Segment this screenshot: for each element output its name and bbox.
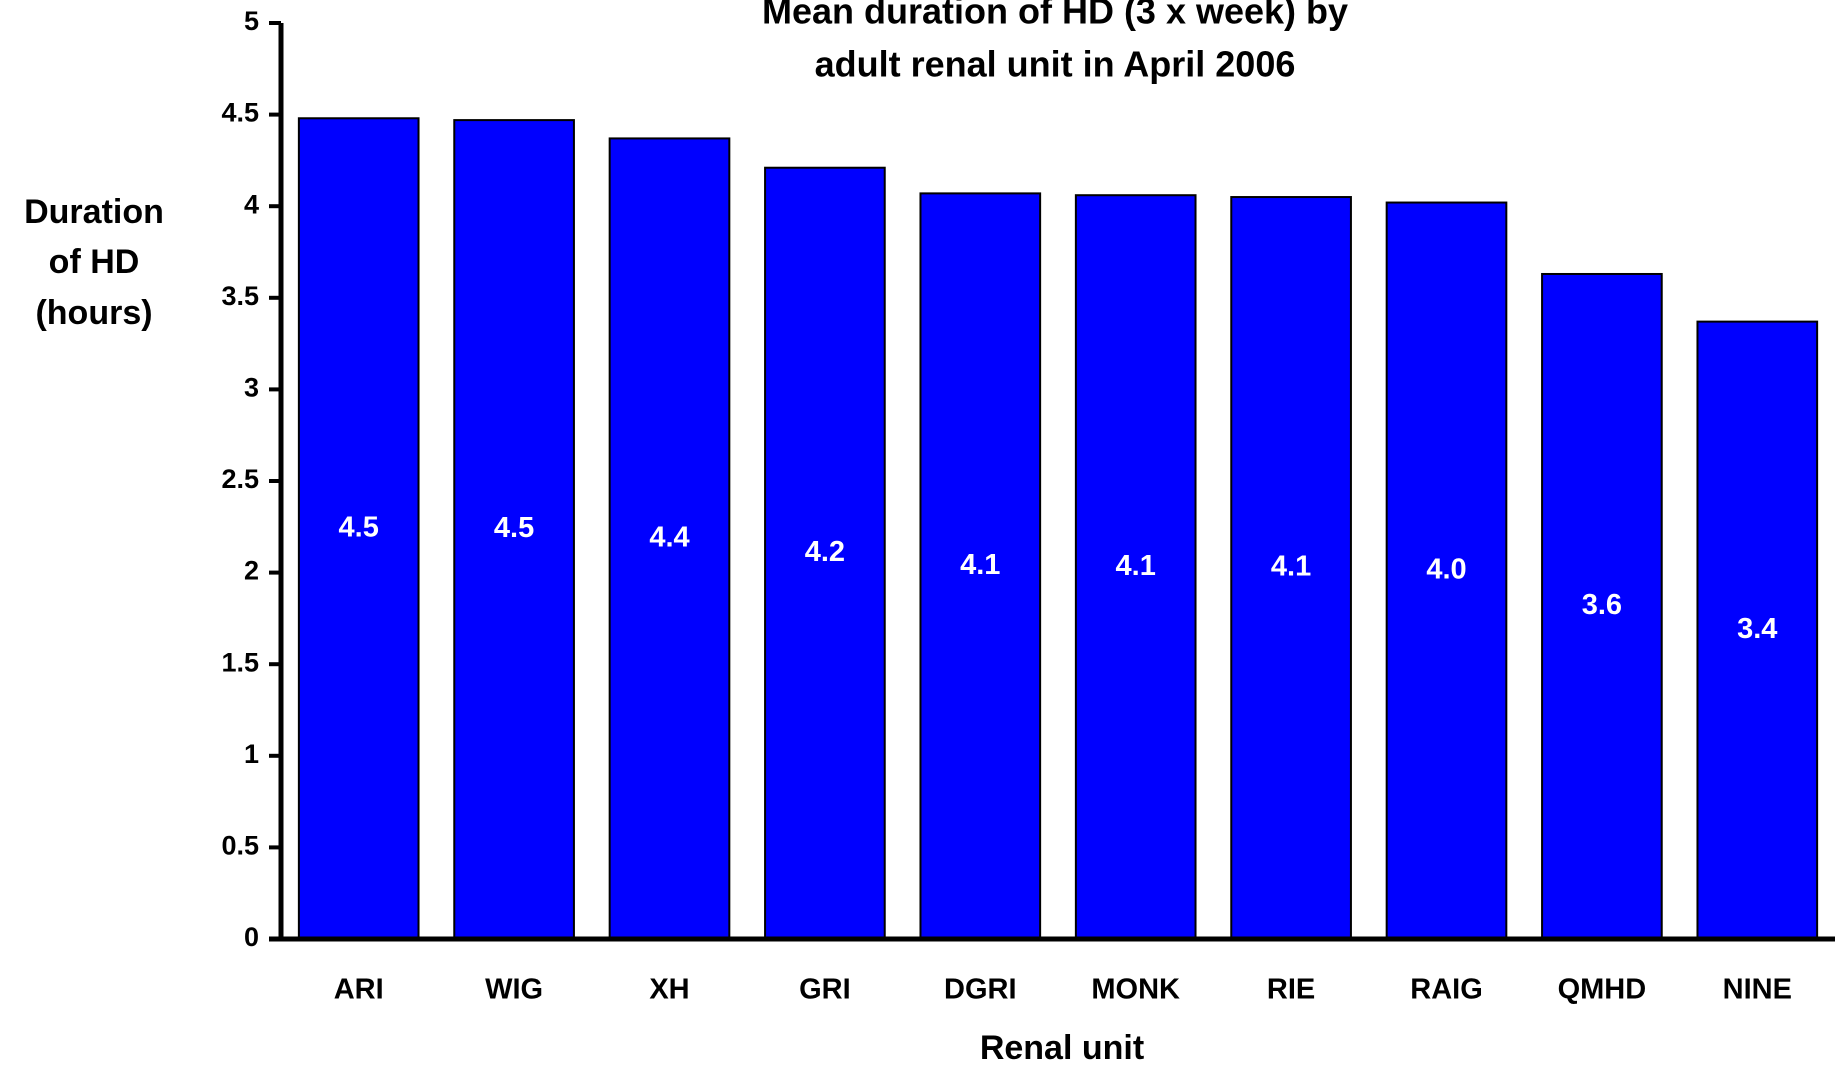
value-label: 4.5 [339, 511, 379, 543]
bar [608, 137, 731, 940]
x-tick-label: RIE [1267, 974, 1315, 1006]
chart-title: Mean duration of HD (3 x week) by [762, 0, 1348, 32]
value-label: 4.1 [960, 549, 1000, 581]
y-tick-label: 0 [244, 922, 259, 952]
y-tick-label: 2 [244, 556, 259, 586]
x-tick-label: RAIG [1410, 974, 1483, 1006]
y-axis-label: of HD [49, 243, 140, 281]
y-tick-label: 3 [244, 373, 259, 403]
value-label: 4.1 [1116, 550, 1156, 582]
y-tick-label: 1 [244, 739, 259, 769]
x-tick-label: ARI [334, 974, 384, 1006]
bar [919, 192, 1042, 941]
value-label: 4.5 [494, 512, 534, 544]
chart-title: adult renal unit in April 2006 [815, 44, 1296, 85]
bar [1385, 201, 1508, 940]
x-tick-label: XH [649, 974, 689, 1006]
bar [1696, 320, 1819, 940]
value-label: 3.6 [1582, 589, 1622, 621]
x-tick-label: NINE [1723, 974, 1792, 1006]
x-tick-label: GRI [799, 974, 851, 1006]
y-tick-label: 5 [244, 6, 259, 36]
y-tick-label: 4.5 [221, 98, 259, 128]
y-tick-label: 1.5 [221, 647, 259, 677]
value-label: 4.0 [1426, 553, 1466, 585]
bar [1230, 196, 1352, 941]
bar [1541, 272, 1663, 940]
bar [453, 119, 575, 940]
x-tick-label: DGRI [944, 974, 1017, 1006]
y-tick-label: 0.5 [221, 831, 259, 861]
value-label: 4.1 [1271, 551, 1311, 583]
x-tick-label: MONK [1091, 974, 1180, 1006]
x-tick-label: WIG [485, 974, 543, 1006]
bar [1074, 194, 1197, 940]
value-label: 4.2 [805, 536, 845, 568]
value-label: 4.4 [649, 521, 689, 553]
x-tick-label: QMHD [1558, 974, 1647, 1006]
x-axis-label: Renal unit [980, 1029, 1144, 1067]
y-axis-label: Duration [24, 193, 164, 231]
bar [764, 166, 886, 940]
bar [297, 117, 420, 941]
y-tick-label: 3.5 [221, 281, 259, 311]
y-tick-label: 2.5 [221, 464, 259, 494]
y-axis-label: (hours) [35, 294, 152, 332]
y-tick-label: 4 [244, 189, 259, 219]
value-label: 3.4 [1737, 613, 1777, 645]
